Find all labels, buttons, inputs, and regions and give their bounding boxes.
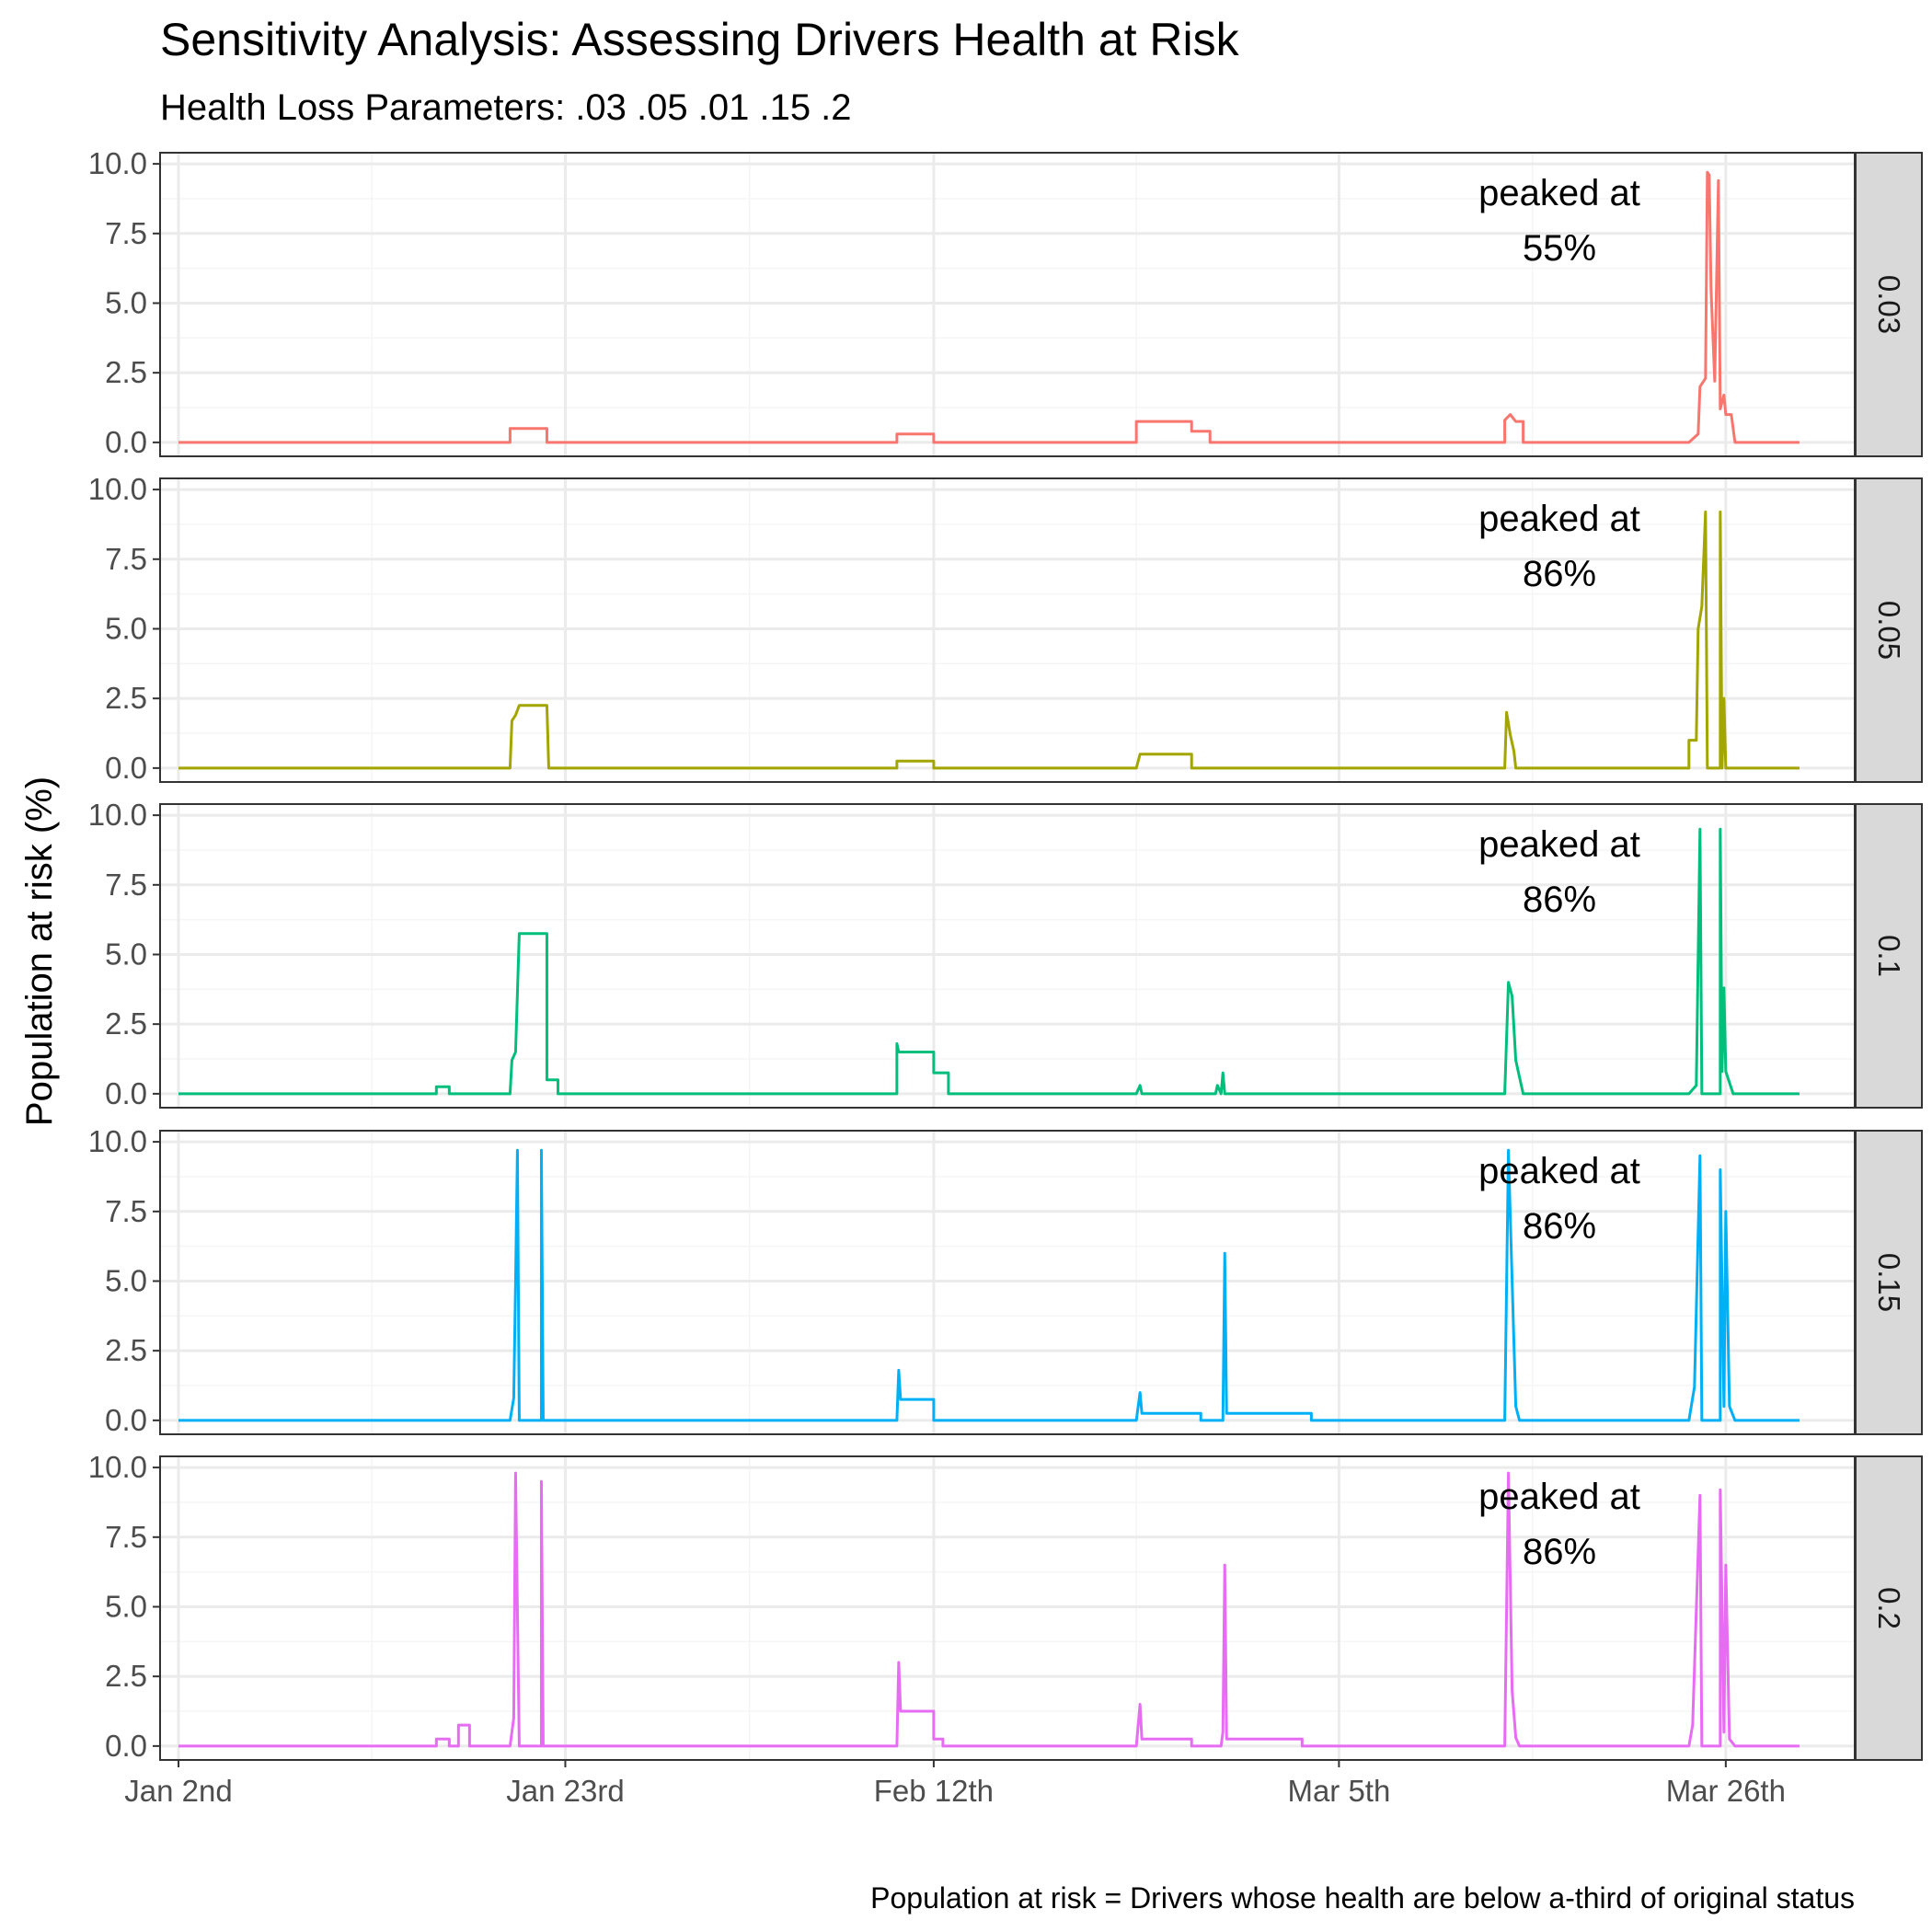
facet-strip-label: 0.03 bbox=[1872, 275, 1906, 334]
x-tick-label: Mar 26th bbox=[1666, 1774, 1786, 1808]
x-tick-label: Mar 5th bbox=[1287, 1774, 1390, 1808]
facet-panel-0.05: 0.0 2.5 5.0 7.5 10.0 0.05 peaked at 86% bbox=[88, 472, 1923, 785]
facet-strip bbox=[1855, 152, 1923, 457]
x-tick-label: Jan 2nd bbox=[124, 1774, 232, 1808]
panel-background bbox=[160, 478, 1855, 782]
annotation-peak-value: 86% bbox=[1523, 880, 1596, 920]
annotation-peak-value: 86% bbox=[1523, 1206, 1596, 1247]
facet-panel-0.03: 0.0 2.5 5.0 7.5 10.0 0.03 peaked at 55% bbox=[88, 146, 1923, 459]
y-tick-label: 7.5 bbox=[105, 1194, 147, 1228]
y-tick-label: 5.0 bbox=[105, 1589, 147, 1623]
series-line-0.1 bbox=[178, 827, 1800, 1096]
facet-panel-0.15: 0.0 2.5 5.0 7.5 10.0 0.15 peaked at 86% bbox=[88, 1124, 1923, 1437]
x-tick-label: Feb 12th bbox=[874, 1774, 994, 1808]
series-line-0.15 bbox=[178, 1148, 1800, 1422]
y-tick-label: 7.5 bbox=[105, 542, 147, 576]
y-tick-label: 5.0 bbox=[105, 611, 147, 645]
annotation-peak-label: peaked at bbox=[1478, 824, 1640, 865]
series-line-0.05 bbox=[178, 510, 1800, 770]
y-tick-label: 2.5 bbox=[105, 355, 147, 389]
y-tick-label: 10.0 bbox=[88, 146, 147, 180]
y-tick-label: 0.0 bbox=[105, 751, 147, 785]
panel-background bbox=[160, 804, 1855, 1108]
x-tick-label: Jan 23rd bbox=[506, 1774, 624, 1808]
y-axis-label: Population at risk (%) bbox=[19, 776, 60, 1126]
y-tick-label: 5.0 bbox=[105, 937, 147, 971]
facet-strip bbox=[1855, 803, 1923, 1109]
panel-background bbox=[160, 1456, 1855, 1760]
y-tick-label: 10.0 bbox=[88, 1124, 147, 1158]
chart-title: Sensitivity Analysis: Assessing Drivers … bbox=[160, 14, 1240, 65]
panel-background bbox=[160, 1131, 1855, 1434]
chart-subtitle: Health Loss Parameters: .03 .05 .01 .15 … bbox=[160, 87, 852, 128]
annotation-peak-value: 86% bbox=[1523, 554, 1596, 594]
y-tick-label: 10.0 bbox=[88, 472, 147, 506]
y-tick-label: 7.5 bbox=[105, 868, 147, 902]
facet-strip bbox=[1855, 1455, 1923, 1761]
y-tick-label: 5.0 bbox=[105, 1263, 147, 1297]
y-tick-label: 7.5 bbox=[105, 216, 147, 250]
x-axis: Jan 2nd Jan 23rd Feb 12th Mar 5th Mar 26th bbox=[124, 1760, 1786, 1808]
annotation-peak-label: peaked at bbox=[1478, 1477, 1640, 1517]
facet-strip-label: 0.15 bbox=[1872, 1253, 1906, 1312]
annotation-peak-value: 55% bbox=[1523, 228, 1596, 269]
annotation-peak-label: peaked at bbox=[1478, 173, 1640, 213]
y-tick-label: 10.0 bbox=[88, 798, 147, 832]
series-line-0.2 bbox=[178, 1471, 1800, 1748]
facet-strip bbox=[1855, 1130, 1923, 1435]
y-tick-label: 5.0 bbox=[105, 285, 147, 319]
y-tick-label: 0.0 bbox=[105, 1076, 147, 1110]
chart-caption: Population at risk = Drivers whose healt… bbox=[870, 1881, 1855, 1915]
y-tick-label: 2.5 bbox=[105, 1006, 147, 1041]
facet-panel-0.1: 0.0 2.5 5.0 7.5 10.0 0.1 peaked at 86% bbox=[88, 798, 1923, 1110]
facet-strip-label: 0.2 bbox=[1872, 1587, 1906, 1629]
facet-panels: 0.0 2.5 5.0 7.5 10.0 0.03 peaked at 55% 0.0 2.5 5.… bbox=[88, 146, 1923, 1763]
series-line-0.03 bbox=[178, 170, 1800, 444]
annotation-peak-label: peaked at bbox=[1478, 1151, 1640, 1191]
y-tick-label: 0.0 bbox=[105, 1403, 147, 1437]
y-tick-label: 10.0 bbox=[88, 1450, 147, 1484]
panel-background bbox=[160, 153, 1855, 456]
y-tick-label: 2.5 bbox=[105, 1659, 147, 1693]
y-tick-label: 7.5 bbox=[105, 1520, 147, 1554]
facet-strip-label: 0.1 bbox=[1872, 935, 1906, 977]
y-tick-label: 2.5 bbox=[105, 1333, 147, 1367]
facet-strip-label: 0.05 bbox=[1872, 601, 1906, 660]
y-tick-label: 0.0 bbox=[105, 1729, 147, 1763]
annotation-peak-value: 86% bbox=[1523, 1532, 1596, 1572]
annotation-peak-label: peaked at bbox=[1478, 499, 1640, 539]
facet-strip bbox=[1855, 477, 1923, 783]
y-tick-label: 0.0 bbox=[105, 425, 147, 459]
facet-panel-0.2: 0.0 2.5 5.0 7.5 10.0 0.2 peaked at 86% bbox=[88, 1450, 1923, 1763]
y-tick-label: 2.5 bbox=[105, 681, 147, 715]
